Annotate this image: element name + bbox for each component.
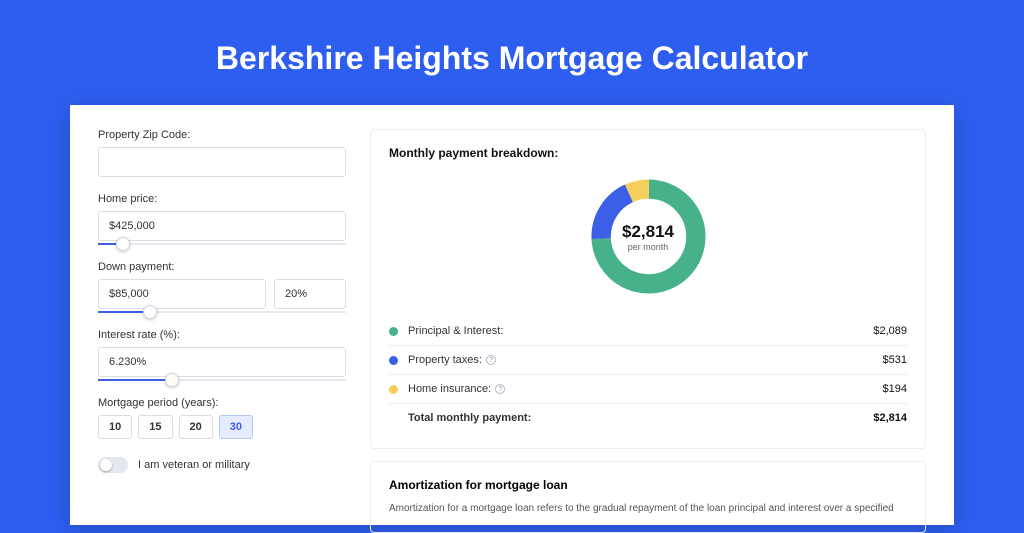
- breakdown-title: Monthly payment breakdown:: [389, 146, 907, 160]
- zip-field: Property Zip Code:: [98, 129, 346, 177]
- donut-amount: $2,814: [622, 222, 674, 242]
- down-payment-slider[interactable]: [98, 311, 346, 313]
- legend-row: Principal & Interest:$2,089: [389, 317, 907, 346]
- amortization-text: Amortization for a mortgage loan refers …: [389, 502, 907, 516]
- period-label: Mortgage period (years):: [98, 397, 346, 409]
- veteran-label: I am veteran or military: [138, 459, 250, 471]
- interest-input[interactable]: [98, 347, 346, 377]
- legend-value: $194: [883, 383, 907, 395]
- slider-thumb[interactable]: [116, 237, 130, 251]
- period-btn-10[interactable]: 10: [98, 415, 132, 439]
- breakdown-panel: Monthly payment breakdown: $2,814 per mo…: [370, 129, 926, 449]
- zip-label: Property Zip Code:: [98, 129, 346, 141]
- legend-label: Principal & Interest:: [408, 325, 873, 337]
- interest-slider[interactable]: [98, 379, 346, 381]
- period-field: Mortgage period (years): 1015 2030: [98, 397, 346, 439]
- down-payment-label: Down payment:: [98, 261, 346, 273]
- amortization-title: Amortization for mortgage loan: [389, 478, 907, 492]
- total-value: $2,814: [873, 412, 907, 424]
- period-btn-15[interactable]: 15: [138, 415, 172, 439]
- amortization-panel: Amortization for mortgage loan Amortizat…: [370, 461, 926, 533]
- veteran-toggle[interactable]: [98, 457, 128, 473]
- legend-label: Property taxes: ?: [408, 354, 883, 366]
- donut-chart: $2,814 per month: [586, 174, 711, 299]
- page-title: Berkshire Heights Mortgage Calculator: [0, 0, 1024, 105]
- total-row: Total monthly payment: $2,814: [389, 404, 907, 432]
- legend-label: Home insurance: ?: [408, 383, 883, 395]
- down-payment-input[interactable]: [98, 279, 266, 309]
- legend-dot: [389, 356, 398, 365]
- info-icon[interactable]: ?: [495, 384, 505, 394]
- legend-value: $2,089: [873, 325, 907, 337]
- period-btn-20[interactable]: 20: [179, 415, 213, 439]
- veteran-toggle-row: I am veteran or military: [98, 457, 346, 473]
- info-icon[interactable]: ?: [486, 355, 496, 365]
- period-btn-30[interactable]: 30: [219, 415, 253, 439]
- donut-sub: per month: [628, 242, 669, 252]
- home-price-label: Home price:: [98, 193, 346, 205]
- home-price-field: Home price:: [98, 193, 346, 245]
- interest-field: Interest rate (%):: [98, 329, 346, 381]
- down-payment-field: Down payment:: [98, 261, 346, 313]
- legend-dot: [389, 385, 398, 394]
- zip-input[interactable]: [98, 147, 346, 177]
- inputs-column: Property Zip Code: Home price: Down paym…: [98, 129, 346, 525]
- interest-label: Interest rate (%):: [98, 329, 346, 341]
- legend-value: $531: [883, 354, 907, 366]
- home-price-slider[interactable]: [98, 243, 346, 245]
- legend-row: Property taxes: ?$531: [389, 346, 907, 375]
- legend-row: Home insurance: ?$194: [389, 375, 907, 404]
- slider-thumb[interactable]: [143, 305, 157, 319]
- slider-thumb[interactable]: [165, 373, 179, 387]
- legend-dot: [389, 327, 398, 336]
- home-price-input[interactable]: [98, 211, 346, 241]
- results-column: Monthly payment breakdown: $2,814 per mo…: [370, 129, 926, 525]
- calculator-panel: Property Zip Code: Home price: Down paym…: [70, 105, 954, 525]
- toggle-knob: [100, 459, 112, 471]
- down-payment-pct-input[interactable]: [274, 279, 346, 309]
- total-label: Total monthly payment:: [408, 412, 873, 424]
